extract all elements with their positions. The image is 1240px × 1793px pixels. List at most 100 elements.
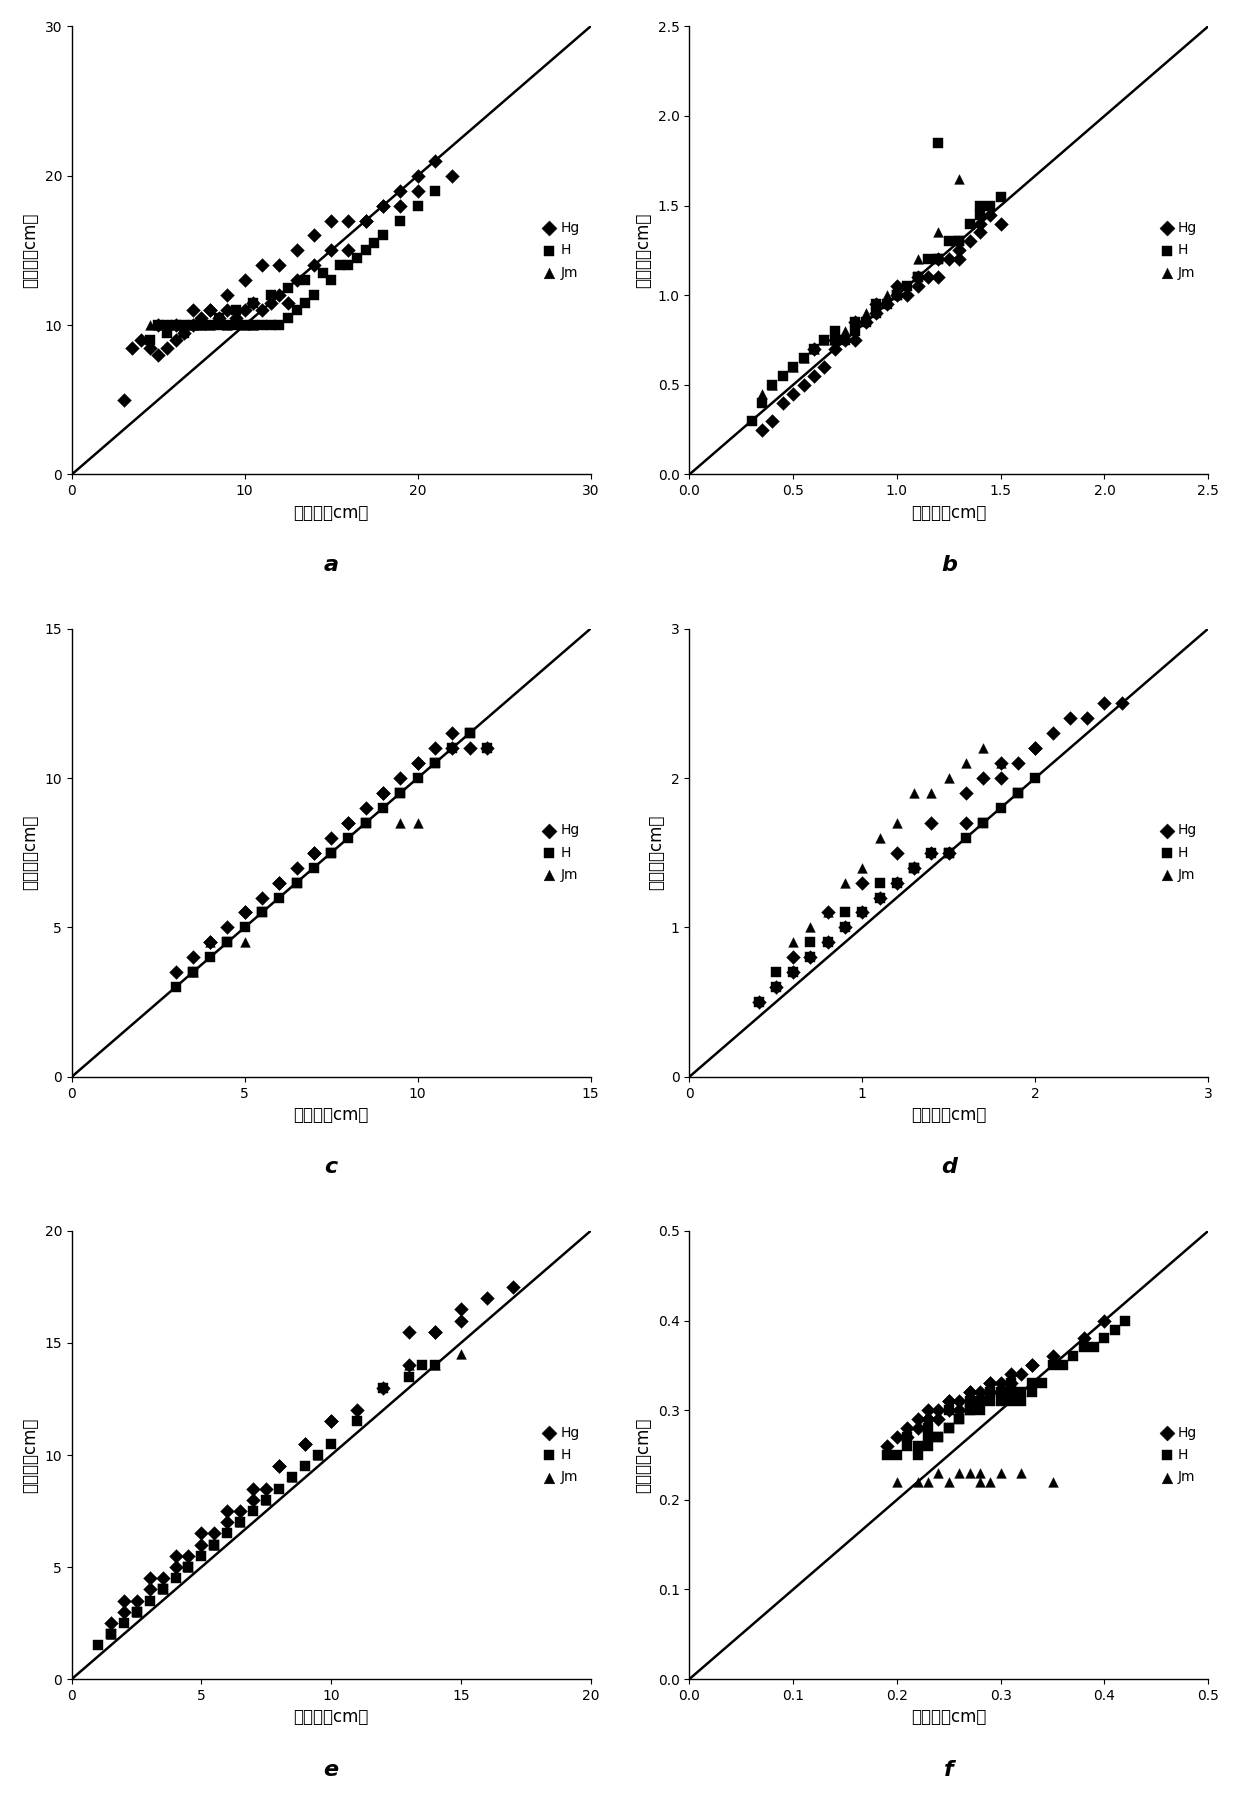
Hg xyxy=(391,176,410,204)
H xyxy=(321,839,341,868)
Jm xyxy=(835,868,854,896)
Jm xyxy=(887,809,906,837)
Y-axis label: 模拟値（cm）: 模拟値（cm） xyxy=(647,816,665,891)
Hg xyxy=(877,290,897,319)
Hg xyxy=(200,929,219,957)
Hg xyxy=(970,219,990,247)
H xyxy=(908,1431,928,1460)
H xyxy=(408,192,428,221)
Hg xyxy=(149,310,169,339)
H xyxy=(205,1529,224,1558)
Hg xyxy=(399,1318,419,1347)
Hg xyxy=(960,1377,980,1406)
Hg xyxy=(835,326,854,355)
H xyxy=(1053,1352,1073,1381)
Hg xyxy=(182,310,202,339)
Jm xyxy=(877,282,897,310)
H xyxy=(347,244,367,273)
Hg xyxy=(503,1273,523,1302)
Hg xyxy=(252,251,272,280)
H xyxy=(950,228,970,256)
H xyxy=(226,310,246,339)
Jm xyxy=(804,335,823,364)
Hg xyxy=(950,237,970,265)
Hg xyxy=(956,778,976,807)
H xyxy=(295,289,315,317)
Jm xyxy=(908,1467,928,1495)
Jm xyxy=(182,957,202,986)
Jm xyxy=(887,273,906,301)
Hg xyxy=(304,221,324,249)
Jm xyxy=(908,246,928,274)
Hg xyxy=(460,733,480,762)
H xyxy=(88,1632,108,1660)
H xyxy=(304,853,324,882)
Hg xyxy=(801,943,821,972)
Text: d: d xyxy=(941,1158,957,1178)
H xyxy=(991,1377,1011,1406)
Text: c: c xyxy=(325,1158,337,1178)
H xyxy=(312,258,332,287)
Jm xyxy=(973,733,993,762)
H xyxy=(960,1395,980,1424)
Jm xyxy=(175,310,195,339)
H xyxy=(804,335,823,364)
Hg xyxy=(939,1386,959,1415)
Hg xyxy=(252,296,272,325)
Jm xyxy=(981,1467,1001,1495)
H xyxy=(867,299,887,328)
Hg xyxy=(991,764,1011,793)
H xyxy=(234,310,254,339)
Hg xyxy=(243,1485,263,1513)
H xyxy=(295,1452,315,1481)
H xyxy=(286,296,306,325)
H xyxy=(182,310,202,339)
Text: e: e xyxy=(324,1759,339,1780)
Hg xyxy=(898,282,918,310)
Jm xyxy=(231,1508,250,1537)
Hg xyxy=(784,957,804,986)
H xyxy=(182,957,202,986)
Hg xyxy=(295,1429,315,1458)
Y-axis label: 模拟値（cm）: 模拟値（cm） xyxy=(21,816,38,891)
Hg xyxy=(304,251,324,280)
Hg xyxy=(140,333,160,362)
H xyxy=(773,362,792,391)
Jm xyxy=(408,809,428,837)
H xyxy=(1001,1386,1021,1415)
Y-axis label: 模拟値（cm）: 模拟値（cm） xyxy=(634,1416,652,1494)
H xyxy=(1008,778,1028,807)
Hg xyxy=(243,289,263,317)
Hg xyxy=(278,289,298,317)
Hg xyxy=(131,326,151,355)
H xyxy=(356,809,376,837)
H xyxy=(846,308,866,337)
X-axis label: 实际値（cm）: 实际値（cm） xyxy=(911,504,987,522)
H xyxy=(869,868,889,896)
H xyxy=(278,273,298,301)
Jm xyxy=(391,809,410,837)
H xyxy=(217,929,237,957)
Hg xyxy=(226,303,246,332)
Hg xyxy=(295,1429,315,1458)
Hg xyxy=(898,1413,918,1442)
Hg xyxy=(908,264,928,292)
Hg xyxy=(773,389,792,418)
H xyxy=(950,228,970,256)
H xyxy=(460,719,480,748)
Hg xyxy=(950,1386,970,1415)
H xyxy=(956,823,976,852)
Hg xyxy=(825,326,844,355)
Jm xyxy=(950,1458,970,1486)
Hg xyxy=(1022,1352,1042,1381)
Hg xyxy=(1001,1368,1021,1397)
Hg xyxy=(234,296,254,325)
Hg xyxy=(269,1452,289,1481)
Hg xyxy=(356,206,376,235)
H xyxy=(304,282,324,310)
Hg xyxy=(766,974,786,1002)
H xyxy=(175,317,195,346)
Hg xyxy=(804,335,823,364)
H xyxy=(960,1386,980,1415)
H xyxy=(1064,1343,1084,1372)
